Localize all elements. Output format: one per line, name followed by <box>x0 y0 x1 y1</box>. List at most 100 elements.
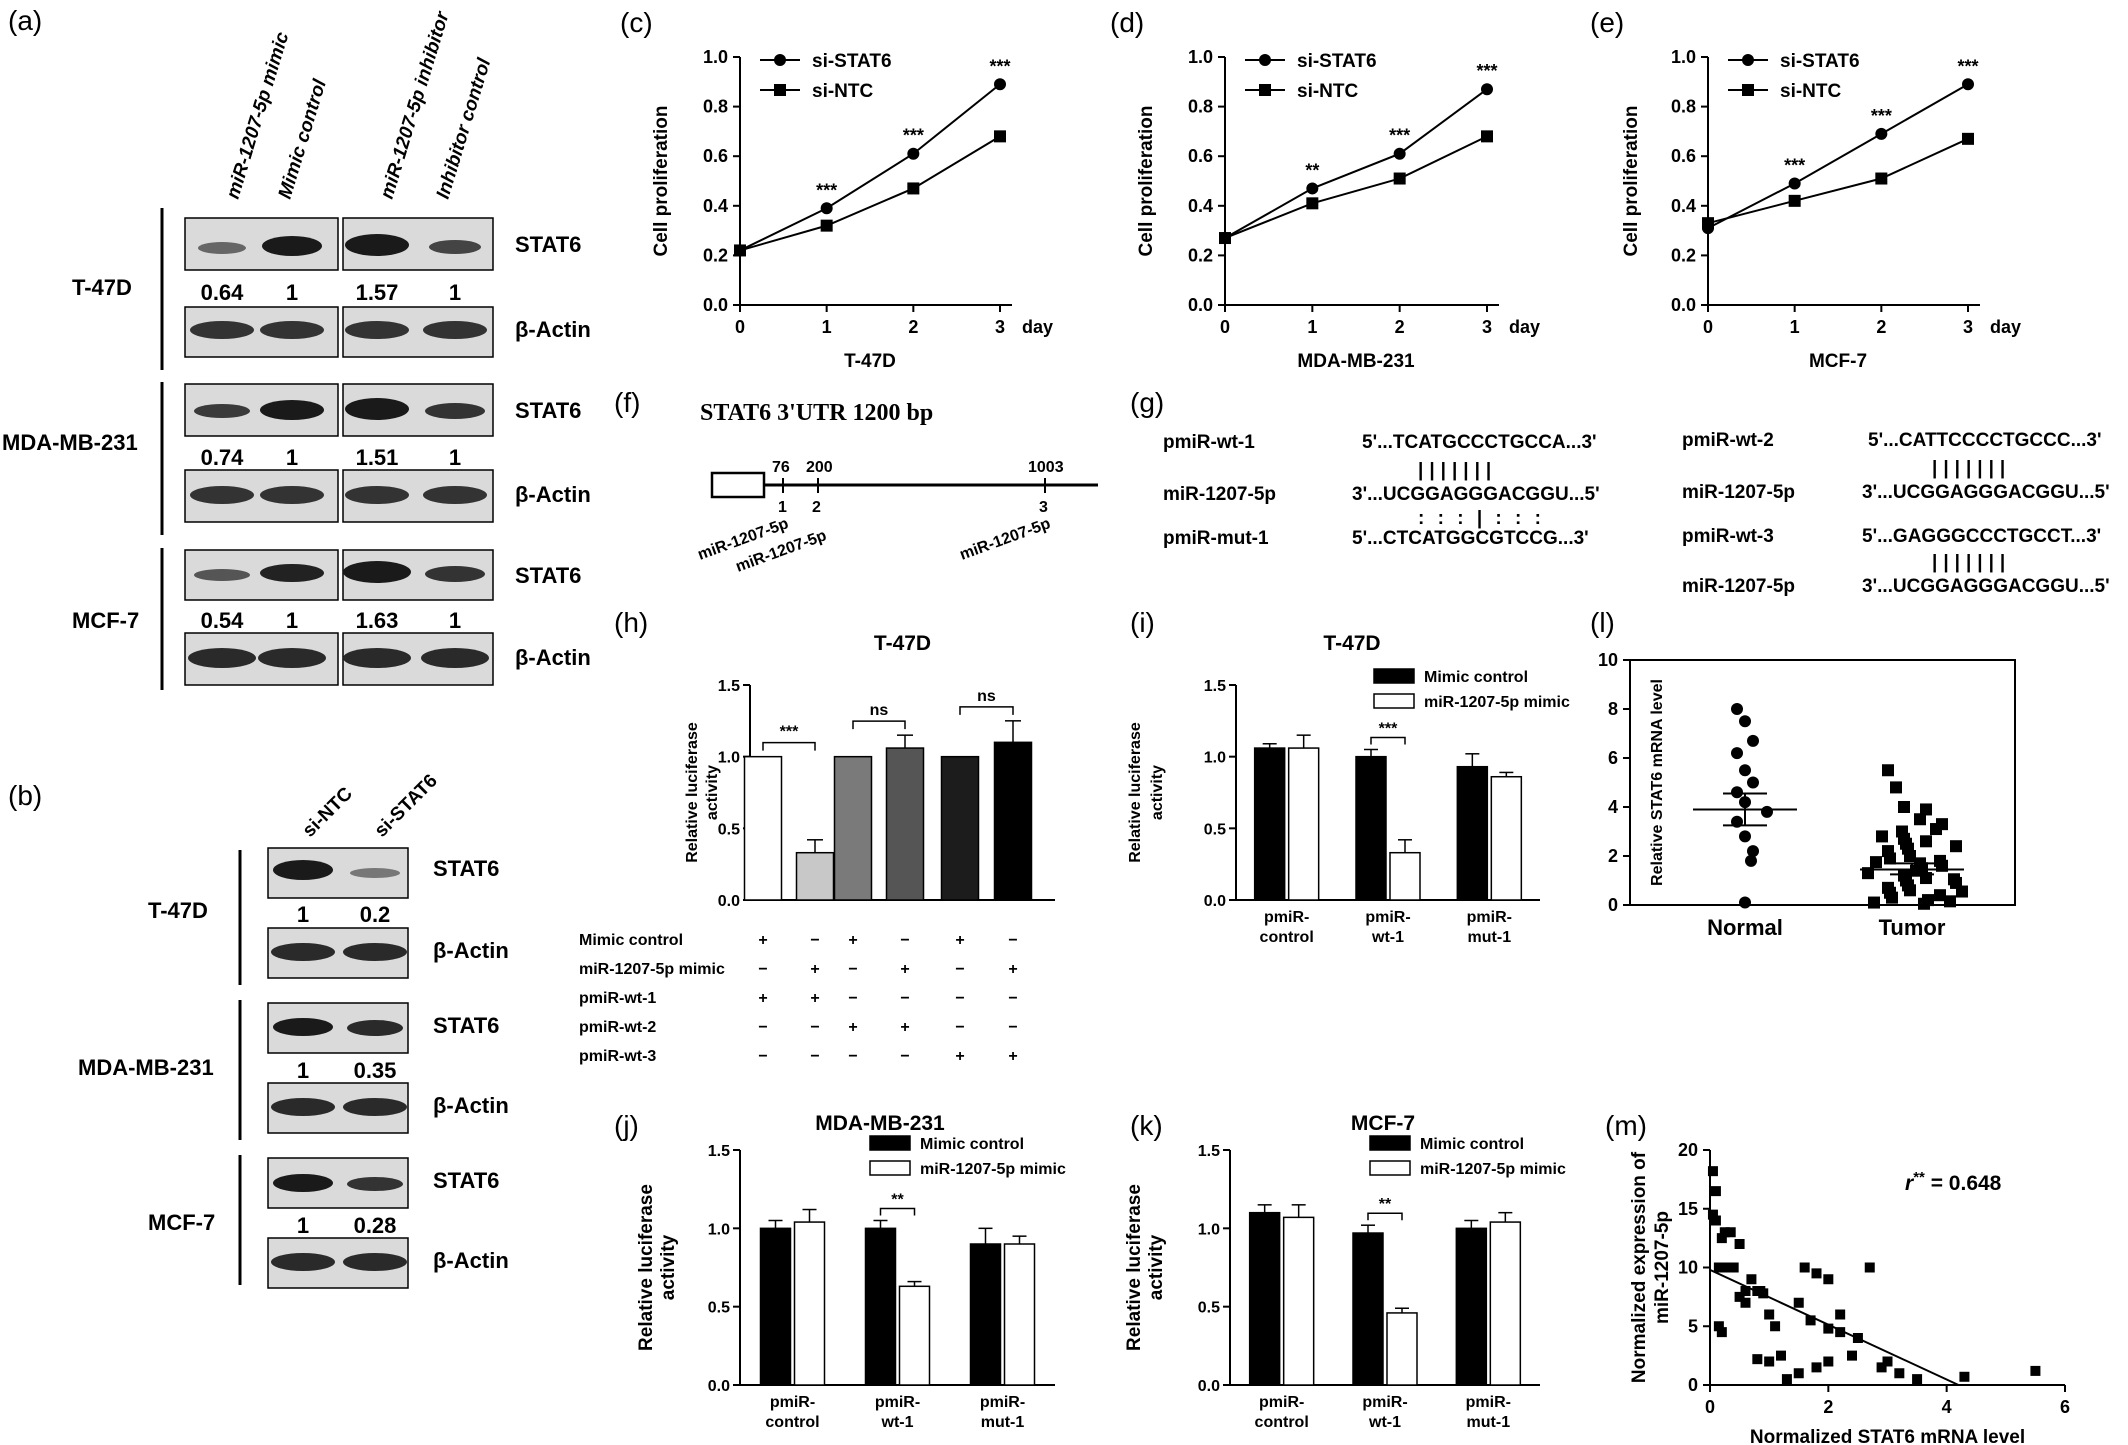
data-point <box>1740 1286 1751 1296</box>
chart-panel-h: (h) T-47D 0.0 0.5 1.0 1.5 Relative luciferase… <box>579 607 1055 1065</box>
band-label-stat6: STAT6 <box>433 1168 499 1193</box>
y-tick-label: 0.5 <box>1198 1300 1220 1317</box>
data-point <box>1890 781 1902 794</box>
legend-label: Mimic control <box>1424 669 1528 686</box>
y-tick-label: 0.0 <box>703 295 728 315</box>
y-tick-label: 20 <box>1678 1140 1698 1160</box>
seq-name: pmiR-mut-1 <box>1163 528 1269 549</box>
x-category-label: Normal <box>1707 915 1783 940</box>
series-line <box>1707 83 1969 230</box>
condition-sign: + <box>1008 1048 1017 1065</box>
y-tick-label: 0.8 <box>703 97 728 117</box>
legend-label: si-STAT6 <box>1780 51 1860 72</box>
band-label-actin: β-Actin <box>515 645 591 670</box>
x-category-label: pmiR- <box>1467 909 1512 926</box>
data-point <box>1481 83 1493 96</box>
y-axis-title: Relative luciferase <box>636 1184 657 1351</box>
data-point <box>1747 845 1759 858</box>
quant-value: 1.51 <box>356 445 399 470</box>
site-label: miR-1207-5p <box>958 515 1053 564</box>
y-tick-label: 5 <box>1688 1316 1698 1336</box>
data-point <box>1793 1368 1804 1379</box>
condition-label: pmiR-wt-2 <box>579 1019 656 1036</box>
data-point <box>1875 127 1888 140</box>
plot-frame <box>1629 659 2016 906</box>
legend-label: si-STAT6 <box>812 51 892 72</box>
series-line <box>1224 135 1488 239</box>
y-tick-label: 0.2 <box>703 245 728 265</box>
series-line <box>739 135 1001 252</box>
y-tick-label: 2 <box>1608 846 1618 866</box>
y-tick-label: 0.6 <box>1188 146 1213 166</box>
data-point <box>1788 177 1801 190</box>
y-axis-title: activity <box>658 1234 679 1300</box>
x-unit-label: day <box>1990 317 2021 337</box>
pairing-bars: ||||||| <box>1418 460 1497 481</box>
band-label-actin: β-Actin <box>433 938 509 963</box>
data-point <box>1739 896 1751 909</box>
x-tick-label: 1 <box>822 317 832 337</box>
y-tick-label: 4 <box>1608 797 1618 817</box>
quant-value: 0.74 <box>201 445 245 470</box>
data-point <box>1710 1186 1721 1197</box>
y-tick-label: 0.2 <box>1188 245 1213 265</box>
y-tick-label: 0 <box>1688 1375 1698 1395</box>
legend-label: si-STAT6 <box>1297 51 1377 72</box>
data-point <box>907 147 920 160</box>
data-point <box>1713 1262 1724 1273</box>
condition-sign: − <box>900 932 909 949</box>
data-point <box>1950 840 1962 853</box>
legend-label: si-NTC <box>812 81 874 102</box>
site-number: 3 <box>1039 499 1048 516</box>
x-category-label: pmiR- <box>980 1394 1025 1411</box>
y-tick-label: 1.0 <box>708 1221 730 1238</box>
quant-value: 0.28 <box>354 1213 397 1238</box>
x-category-label: pmiR- <box>770 1394 815 1411</box>
chart-panel-l: (l) 0 2 4 6 8 10 Relative STAT6 mRNA level Norm… <box>1590 607 2016 940</box>
lane-label: Inhibitor control <box>433 55 496 201</box>
significance-label: *** <box>903 126 924 146</box>
quant-value: 1 <box>449 445 461 470</box>
data-point <box>1719 1227 1730 1238</box>
condition-sign: + <box>810 961 819 978</box>
blot-actin <box>267 927 409 979</box>
blot-stat6 <box>267 1157 409 1209</box>
condition-sign: − <box>758 1048 767 1065</box>
position-label: 200 <box>806 459 833 476</box>
data-point <box>1805 1315 1816 1326</box>
band-label-actin: β-Actin <box>515 317 591 342</box>
blot-actin <box>267 1237 409 1289</box>
x-tick-label: 3 <box>1963 317 1973 337</box>
data-point <box>1758 1288 1769 1299</box>
data-point <box>1734 1291 1745 1302</box>
panel-f: (f) STAT6 3'UTR 1200 bp 76 200 1003 1 2 … <box>614 387 1098 576</box>
cell-line-label: MCF-7 <box>148 1210 215 1235</box>
quant-value: 0.2 <box>360 902 391 927</box>
data-point <box>1962 78 1974 91</box>
bar <box>795 851 835 901</box>
chart-title: MDA-MB-231 <box>815 1112 945 1135</box>
bar <box>1253 747 1286 901</box>
data-point <box>1884 852 1896 865</box>
panel-label-i: (i) <box>1130 607 1155 638</box>
chart-panel-d: (d) 0.0 0.2 0.4 0.6 0.8 1.0 0 1 2 3 day MDA-MB-231 C… <box>1110 7 1540 372</box>
y-tick-label: 0.0 <box>1671 295 1696 315</box>
y-tick-label: 1.0 <box>1204 750 1226 767</box>
condition-sign: + <box>955 932 964 949</box>
x-tick-label: 1 <box>1790 317 1800 337</box>
y-tick-label: 0.0 <box>1204 893 1226 910</box>
condition-sign: − <box>1008 932 1017 949</box>
data-point <box>1912 1374 1923 1385</box>
condition-label: pmiR-wt-3 <box>579 1048 656 1065</box>
bar <box>743 755 783 901</box>
condition-sign: − <box>810 932 819 949</box>
data-point <box>1707 1209 1718 1220</box>
legend-swatch <box>869 1135 911 1151</box>
x-category-label: control <box>765 1414 819 1431</box>
bar <box>1389 851 1421 901</box>
condition-sign: + <box>758 990 767 1007</box>
cds-box <box>710 471 766 499</box>
y-axis-title: Cell proliferation <box>651 106 672 257</box>
legend-marker <box>1259 54 1271 66</box>
y-tick-label: 1.0 <box>718 750 740 767</box>
